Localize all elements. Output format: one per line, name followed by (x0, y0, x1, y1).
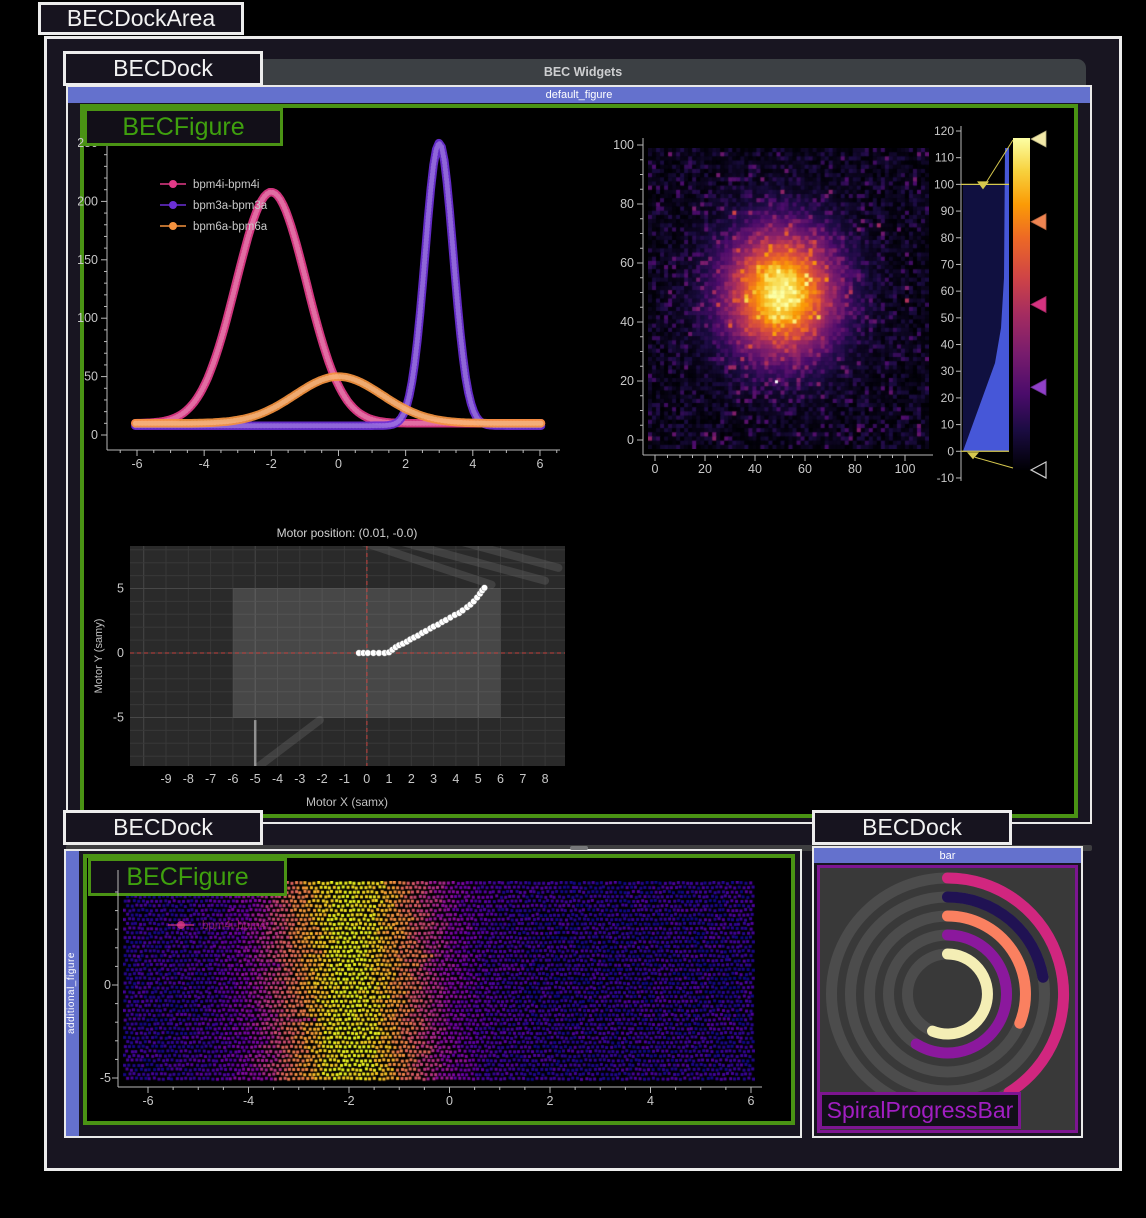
dock1-frame (66, 85, 1092, 824)
svg-text:7: 7 (519, 772, 526, 786)
svg-text:-7: -7 (205, 772, 216, 786)
svg-text:1: 1 (386, 772, 393, 786)
dock2-label-text: BECDock (113, 814, 213, 840)
svg-text:-6: -6 (131, 457, 142, 471)
dock3-title: bar (939, 849, 956, 862)
figure2-label: BECFigure (88, 858, 287, 896)
svg-text:-5: -5 (250, 772, 261, 786)
svg-text:-1: -1 (339, 772, 350, 786)
dock3-titlebar[interactable]: bar (814, 848, 1081, 863)
dock2-label: BECDock (63, 810, 263, 845)
dock3-frame (812, 846, 1083, 1138)
becdockarea-label-text: BECDockArea (66, 5, 216, 31)
figure1-label-text: BECFigure (122, 112, 245, 141)
svg-text:2: 2 (402, 457, 409, 471)
becdockarea-label: BECDockArea (38, 2, 244, 35)
svg-text:30: 30 (941, 364, 955, 378)
svg-text:-4: -4 (199, 457, 210, 471)
svg-text:4: 4 (469, 457, 476, 471)
svg-text:bpm3a-bpm3a: bpm3a-bpm3a (193, 200, 268, 212)
dock2-frame (64, 849, 802, 1138)
dock1-titlebar[interactable]: default_figure (68, 87, 1090, 103)
svg-text:-6: -6 (227, 772, 238, 786)
svg-text:bpm4i-bpm4i: bpm4i-bpm4i (193, 179, 259, 191)
svg-text:6: 6 (536, 457, 543, 471)
dock1-label-text: BECDock (113, 55, 213, 81)
svg-text:-4: -4 (272, 772, 283, 786)
svg-text:200: 200 (78, 194, 98, 208)
svg-text:0: 0 (117, 646, 124, 660)
window-title: BEC Widgets (543, 65, 623, 79)
heatmap-image[interactable] (648, 148, 929, 449)
svg-text:3: 3 (430, 772, 437, 786)
svg-text:-9: -9 (160, 772, 171, 786)
svg-text:Motor X (samx): Motor X (samx) (306, 795, 388, 809)
svg-text:2: 2 (408, 772, 415, 786)
dock3-label: BECDock (812, 810, 1012, 845)
dock1-title: default_figure (545, 89, 613, 101)
svg-text:110: 110 (935, 151, 954, 165)
svg-text:10: 10 (941, 418, 955, 432)
figure1-label: BECFigure (84, 108, 283, 146)
svg-text:-2: -2 (317, 772, 328, 786)
svg-text:60: 60 (941, 284, 955, 298)
svg-text:-10: -10 (937, 471, 955, 485)
svg-text:120: 120 (934, 124, 954, 138)
svg-text:6: 6 (497, 772, 504, 786)
svg-text:20: 20 (941, 391, 955, 405)
splitter-handle-icon[interactable] (570, 846, 588, 850)
svg-text:4: 4 (452, 772, 459, 786)
spiral-progressbar-label-text: SpiralProgressBar (826, 1097, 1014, 1123)
svg-text:-2: -2 (266, 457, 277, 471)
dock3-label-text: BECDock (862, 814, 962, 840)
motor-map-plot[interactable]: Motor position: (0.01, -0.0) -9 -8 -7 -6 -5 -4… (90, 523, 600, 823)
svg-text:0: 0 (91, 428, 98, 442)
svg-text:Motor Y (samy): Motor Y (samy) (93, 619, 105, 694)
svg-text:5: 5 (117, 582, 124, 596)
svg-text:100: 100 (934, 177, 954, 191)
svg-text:0: 0 (335, 457, 342, 471)
svg-text:8: 8 (542, 772, 549, 786)
spiral-progressbar (826, 872, 1070, 1116)
svg-text:-5: -5 (113, 711, 124, 725)
svg-text:150: 150 (78, 253, 98, 267)
svg-text:5: 5 (475, 772, 482, 786)
dock2-titlebar[interactable]: additional_figure (66, 851, 79, 1136)
svg-text:bpm6a-bpm6a: bpm6a-bpm6a (193, 221, 268, 233)
svg-text:-8: -8 (183, 772, 194, 786)
scan-scatter-image[interactable] (123, 881, 755, 1083)
spiral-progressbar-label: SpiralProgressBar (819, 1092, 1021, 1129)
svg-text:-3: -3 (294, 772, 305, 786)
svg-text:50: 50 (941, 311, 955, 325)
figure2-label-text: BECFigure (126, 862, 249, 891)
svg-text:70: 70 (941, 257, 955, 271)
waveform-plot[interactable]: -6-4-20246050100150200250bpm4i-bpm4ibpm3… (78, 126, 583, 476)
svg-text:100: 100 (78, 311, 98, 325)
svg-text:Motor position: (0.01, -0.0): Motor position: (0.01, -0.0) (277, 526, 418, 540)
dock1-label: BECDock (63, 51, 263, 86)
svg-text:0: 0 (363, 772, 370, 786)
svg-text:40: 40 (941, 338, 955, 352)
dock2-title: additional_figure (66, 952, 77, 1035)
svg-text:90: 90 (941, 204, 955, 218)
svg-text:50: 50 (84, 370, 98, 384)
svg-text:80: 80 (941, 231, 955, 245)
svg-text:0: 0 (947, 444, 954, 458)
